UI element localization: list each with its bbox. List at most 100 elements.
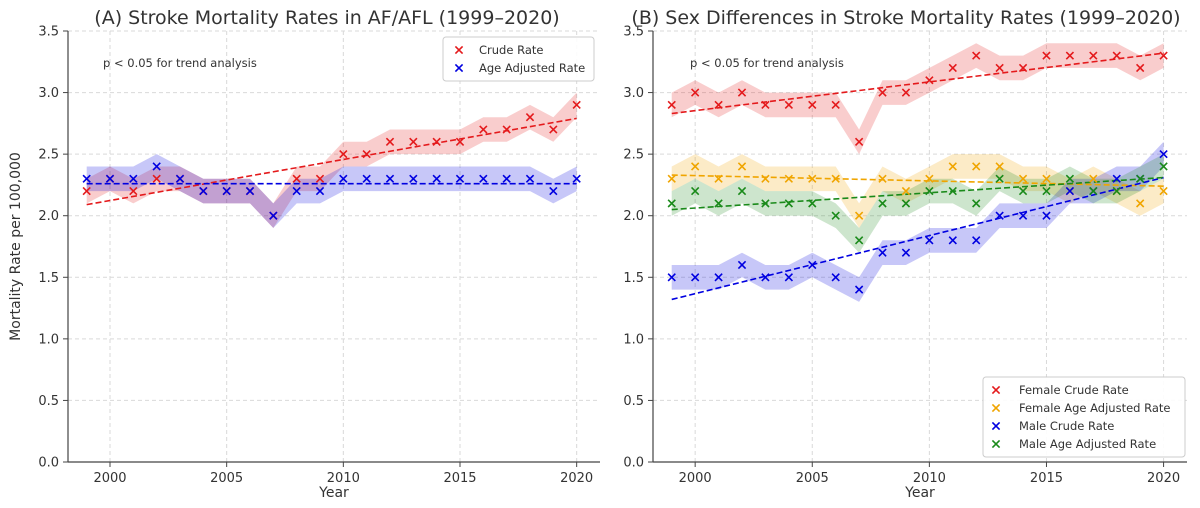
data-point [1089,174,1098,183]
data-point [1135,63,1145,73]
data-point [479,174,488,183]
data-point [808,100,817,110]
data-point [222,186,231,196]
data-point [1089,51,1098,60]
legend-label: Female Age Adjusted Rate [1019,401,1170,415]
data-point [385,137,395,146]
data-point [502,125,511,134]
data-point [878,248,887,257]
data-point [972,51,981,60]
data-point [1135,199,1145,208]
y-tick-label: 2.5 [38,148,59,163]
data-point [1112,186,1121,196]
data-point [761,174,770,183]
data-point [1112,174,1121,183]
data-point [1042,211,1051,220]
data-point [737,186,747,196]
panel-a: 2000 2005 2010 2015 2020 0.0 0.5 1.0 1.5 2.0 2.5 3.… [8,7,600,501]
data-point [690,186,700,196]
data-point [292,186,301,196]
data-point [901,248,911,257]
data-point [667,174,676,183]
y-tick-label: 2.0 [38,209,59,224]
confidence-band [86,92,577,228]
data-point [925,236,934,245]
data-point [761,100,770,110]
legend-box [442,36,595,82]
legend: Crude Rate Age Adjusted Rate [442,36,595,82]
data-point [995,211,1004,220]
data-point [292,174,301,183]
y-tick-label: 1.5 [38,271,59,286]
data-point [105,174,115,183]
data-point [1065,186,1075,196]
data-point [1159,186,1168,196]
data-point [690,88,700,97]
data-point [82,174,91,183]
y-tick-label: 1.0 [38,332,59,347]
data-point [525,174,535,183]
legend-marker [991,403,1001,413]
data-point [972,236,981,245]
y-tick-label: 0.5 [38,394,59,409]
data-point [339,149,348,159]
data-point [878,199,887,208]
confidence-band [671,43,1164,155]
data-point [878,174,887,183]
confidence-band [86,154,577,228]
legend-label: Male Crude Rate [1019,419,1114,433]
data-point [667,100,676,110]
data-point [714,273,723,282]
trend-line [671,176,1164,301]
x-tick-label: 2005 [210,471,243,486]
trend-annotation: p < 0.05 for trend analysis [690,56,844,70]
data-point [315,174,325,183]
data-point [82,186,91,196]
data-point [152,174,161,183]
confidence-band [671,154,1164,253]
data-point [761,199,770,208]
data-point [1112,51,1121,60]
y-tick-label: 2.0 [623,209,644,224]
data-point [784,273,794,282]
data-point [925,76,934,85]
data-point [995,63,1004,73]
data-point [1089,186,1098,196]
y-tick-label: 2.5 [623,148,644,163]
x-tick-label: 2010 [913,471,946,486]
data-point [245,186,255,196]
x-tick-label: 2015 [443,471,476,486]
confidence-band [671,141,1164,302]
data-point [269,211,278,220]
legend-label: Age Adjusted Rate [479,61,585,75]
data-point [690,162,700,171]
legend-marker [454,63,464,73]
data-point [409,137,418,146]
data-point [995,162,1004,171]
data-point [948,186,957,196]
data-point [714,199,723,208]
data-point [901,199,911,208]
legend-label: Crude Rate [479,43,543,57]
data-point [972,162,981,171]
y-tick-label: 1.0 [623,332,644,347]
trend-line [671,176,1164,211]
y-tick-label: 3.5 [38,25,59,40]
data-point [901,186,911,196]
data-point [1042,174,1051,183]
data-point [175,174,185,183]
legend-label: Male Age Adjusted Rate [1019,437,1156,451]
data-point [714,174,723,183]
y-tick-label: 3.5 [623,25,644,40]
y-tick-label: 3.0 [38,86,59,101]
data-point [455,174,465,183]
data-point [784,199,794,208]
data-point [1018,63,1028,73]
data-point [315,186,325,196]
data-point [339,174,348,183]
data-point [549,125,558,134]
data-point [362,149,371,159]
legend: Female Crude Rate Female Age Adjusted Rat… [982,376,1186,458]
y-tick-label: 0.0 [38,456,59,471]
